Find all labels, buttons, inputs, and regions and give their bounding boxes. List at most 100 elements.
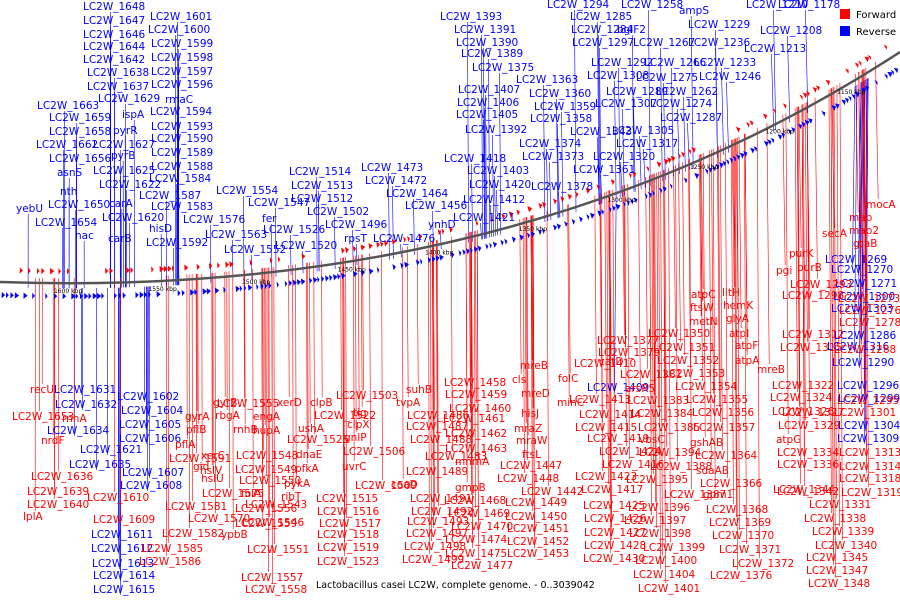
label-connector bbox=[861, 70, 865, 396]
forward-gene-label: LC2W_1640 bbox=[27, 499, 89, 511]
reverse-gene-label: carA bbox=[109, 198, 134, 210]
forward-gene-label: suhB bbox=[406, 384, 432, 396]
reverse-gene-label: LC2W_1316 bbox=[827, 341, 890, 353]
forward-gene-label: LC2W_1313 bbox=[839, 447, 900, 459]
reverse-gene-label: LC2W_1583 bbox=[151, 201, 213, 213]
forward-gene-label: pfkA bbox=[295, 463, 319, 475]
forward-gene-arrow bbox=[345, 246, 349, 254]
label-connector bbox=[865, 67, 869, 488]
reverse-gene-arrow bbox=[552, 224, 558, 231]
reverse-gene-label: LC2W_1596 bbox=[151, 79, 214, 91]
forward-gene-arrow bbox=[418, 233, 423, 240]
reverse-gene-label: LC2W_1229 bbox=[688, 19, 750, 31]
reverse-gene-arrow bbox=[156, 291, 161, 298]
label-connector bbox=[369, 253, 371, 447]
label-connector bbox=[594, 195, 597, 395]
forward-gene-arrow bbox=[208, 262, 213, 270]
forward-gene-label: LC2W_1477 bbox=[451, 560, 513, 572]
reverse-gene-arrow bbox=[651, 190, 655, 197]
forward-gene-label: LC2W_1383 bbox=[627, 395, 689, 407]
reverse-gene-label: LC2W_1608 bbox=[120, 480, 182, 492]
reverse-gene-arrow bbox=[415, 259, 420, 266]
forward-gene-arrow bbox=[508, 211, 514, 218]
reverse-gene-label: LC2W_1289 bbox=[606, 86, 668, 98]
reverse-gene-label: LC2W_1378 bbox=[531, 181, 593, 193]
reverse-gene-label: LC2W_1390 bbox=[456, 37, 518, 49]
label-connector bbox=[355, 255, 357, 433]
reverse-gene-label: LC2W_1290 bbox=[832, 357, 894, 369]
reverse-gene-label: LC2W_1512 bbox=[291, 193, 353, 205]
label-connector bbox=[271, 267, 273, 585]
forward-gene-label: LC2W_1381 bbox=[620, 369, 682, 381]
forward-gene-arrow bbox=[883, 44, 887, 51]
reverse-gene-arrow bbox=[214, 287, 220, 294]
reverse-gene-arrow bbox=[791, 127, 796, 133]
reverse-gene-arrow bbox=[770, 137, 775, 144]
reverse-gene-label: LC2W_1663 bbox=[37, 100, 99, 112]
reverse-gene-arrow bbox=[797, 123, 802, 130]
reverse-gene-arrow bbox=[874, 79, 878, 86]
label-connector bbox=[406, 246, 409, 398]
label-connector bbox=[295, 264, 297, 479]
forward-gene-label: lplA bbox=[23, 511, 43, 523]
label-connector bbox=[483, 119, 485, 239]
reverse-gene-label: LC2W_1309 bbox=[837, 433, 899, 445]
label-connector bbox=[484, 107, 486, 239]
forward-gene-label: LC2W_1591 bbox=[169, 453, 231, 465]
reverse-gene-label: hisD bbox=[149, 223, 172, 235]
label-connector bbox=[492, 134, 495, 237]
forward-gene-arrow bbox=[667, 157, 672, 164]
forward-gene-label: LC2W_1399 bbox=[643, 542, 705, 554]
reverse-gene-label: LC2W_1258 bbox=[621, 0, 683, 11]
reverse-gene-label: LC2W_1300 bbox=[833, 291, 895, 303]
forward-gene-label: LC2W_1551 bbox=[247, 544, 309, 556]
label-connector bbox=[622, 185, 625, 336]
forward-gene-label: LC2W_1398 bbox=[629, 528, 691, 540]
reverse-gene-arrow bbox=[122, 292, 126, 299]
reverse-gene-arrow bbox=[202, 288, 208, 295]
reverse-gene-arrow bbox=[658, 187, 663, 194]
forward-gene-arrow bbox=[516, 209, 520, 216]
reverse-gene-label: LC2W_1547 bbox=[248, 197, 310, 209]
forward-gene-arrow bbox=[560, 196, 565, 203]
reverse-gene-arrow bbox=[541, 227, 545, 235]
forward-gene-label: LC2W_1517 bbox=[319, 518, 381, 530]
forward-gene-label: LC2W_1546 bbox=[242, 517, 305, 529]
reverse-gene-arrow bbox=[489, 242, 492, 249]
forward-gene-label: LC2W_1453 bbox=[507, 548, 569, 560]
label-connector bbox=[623, 185, 626, 348]
reverse-gene-label: ynhD bbox=[428, 219, 456, 231]
forward-gene-arrow bbox=[864, 56, 870, 63]
forward-gene-label: cls bbox=[512, 374, 526, 386]
label-connector bbox=[645, 176, 648, 370]
forward-gene-label: LC2W_1581 bbox=[165, 501, 227, 513]
label-connector bbox=[627, 183, 630, 460]
label-connector bbox=[721, 67, 724, 155]
reverse-gene-label: LC2W_1598 bbox=[151, 52, 213, 64]
forward-gene-label: clpB bbox=[310, 397, 333, 409]
forward-gene-label: LC2W_1653 bbox=[12, 411, 74, 423]
reverse-gene-label: LC2W_1473 bbox=[361, 162, 423, 174]
label-connector bbox=[690, 15, 694, 169]
kbp-tick-label: 1300 kbp bbox=[607, 197, 635, 204]
forward-gene-label: LC2W_1376 bbox=[710, 570, 773, 582]
forward-gene-label: tvpA bbox=[396, 397, 421, 409]
label-connector bbox=[556, 98, 559, 219]
reverse-gene-arrow bbox=[841, 99, 846, 106]
label-connector bbox=[388, 172, 390, 260]
forward-gene-label: LC2W_1452 bbox=[507, 536, 569, 548]
reverse-gene-label: ampS bbox=[679, 5, 709, 17]
forward-gene-label: LC2W_1322 bbox=[772, 380, 834, 392]
reverse-gene-arrow bbox=[511, 236, 516, 243]
reverse-gene-label: LC2W_1286 bbox=[834, 330, 897, 342]
forward-gene-label: recU bbox=[30, 384, 54, 396]
forward-gene-arrow bbox=[527, 206, 533, 213]
reverse-gene-arrow bbox=[45, 292, 48, 300]
reverse-gene-arrow bbox=[504, 238, 508, 245]
label-connector bbox=[599, 193, 602, 359]
reverse-gene-label: LC2W_1590 bbox=[151, 133, 213, 145]
label-connector bbox=[436, 239, 438, 494]
reverse-gene-arrow bbox=[571, 218, 576, 225]
reverse-gene-arrow bbox=[32, 292, 35, 300]
